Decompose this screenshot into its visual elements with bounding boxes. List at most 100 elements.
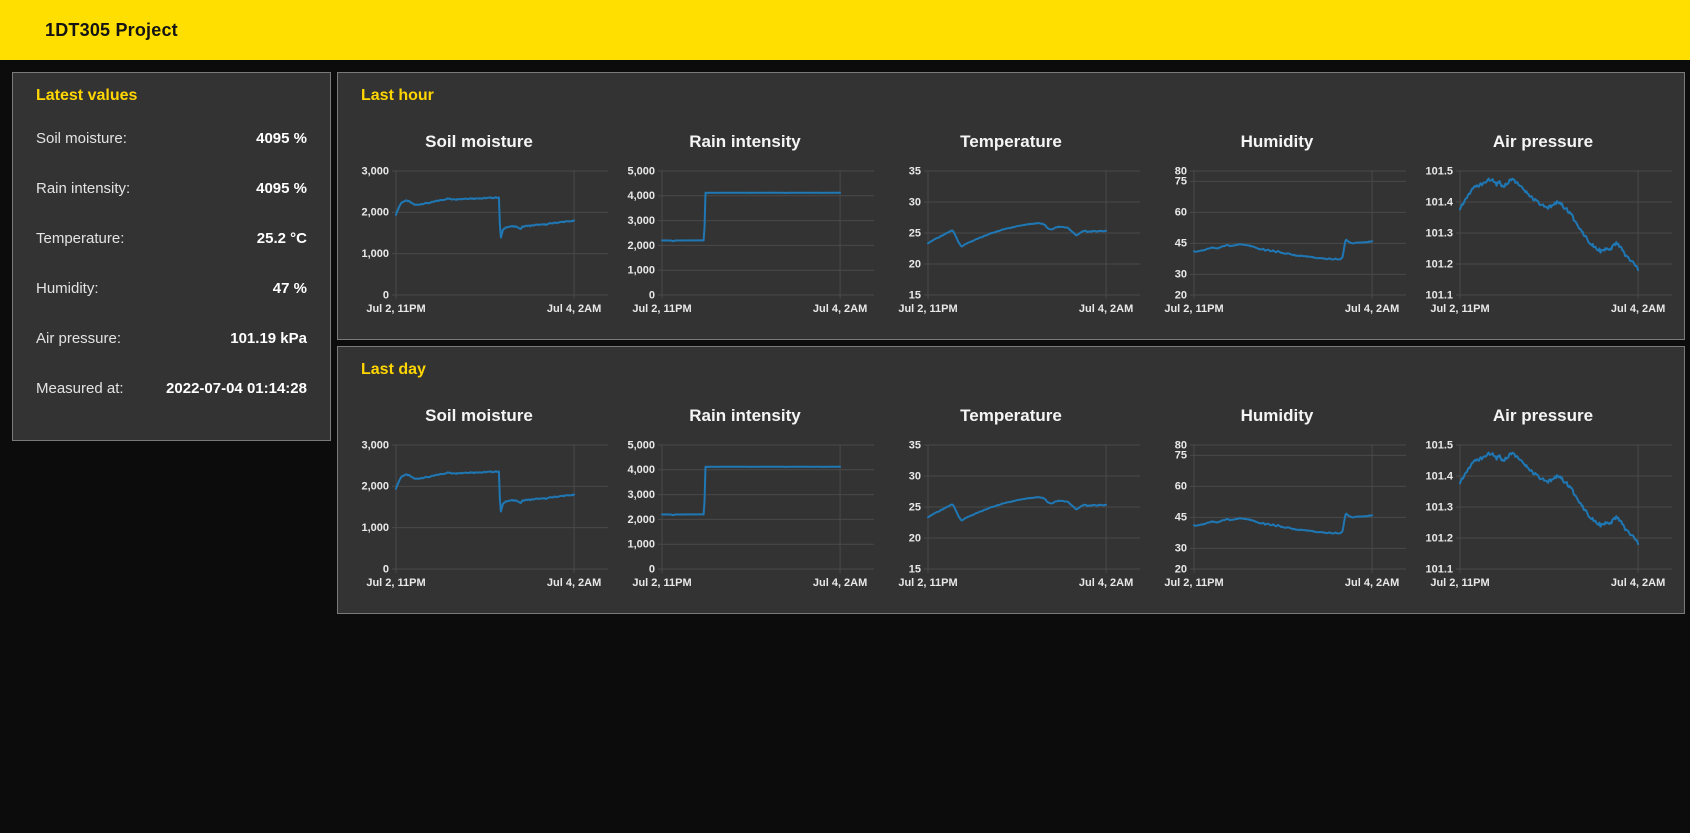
x-tick-label: Jul 4, 2AM bbox=[547, 303, 601, 315]
metric-value: 4095 % bbox=[256, 179, 307, 197]
x-tick-label: Jul 2, 11PM bbox=[1430, 303, 1489, 315]
chart: Rain intensity 5,000 4,000 3,000 2,000 1,000… bbox=[612, 125, 878, 317]
y-tick-label: 75 bbox=[1175, 450, 1187, 462]
chart: Soil moisture 3,000 2,000 1,000 0 Jul 2, 11P… bbox=[346, 125, 612, 317]
axis-labels: 101.5 101.4 101.3 101.2 101.1 Jul 2, 11PM Jul … bbox=[1425, 439, 1665, 589]
x-tick-label: Jul 2, 11PM bbox=[1164, 577, 1223, 589]
y-tick-label: 15 bbox=[909, 289, 921, 301]
y-tick-label: 35 bbox=[909, 439, 921, 451]
x-tick-label: Jul 2, 11PM bbox=[366, 577, 425, 589]
metric-value: 2022-07-04 01:14:28 bbox=[166, 379, 307, 397]
chart-plot: 3,000 2,000 1,000 0 Jul 2, 11PM Jul 4, 2AM bbox=[361, 165, 608, 315]
latest-value-row: Air pressure: 101.19 kPa bbox=[36, 313, 307, 363]
y-tick-label: 75 bbox=[1175, 176, 1187, 188]
y-tick-label: 101.2 bbox=[1425, 258, 1453, 270]
x-tick-label: Jul 4, 2AM bbox=[1345, 303, 1399, 315]
charts-row: Soil moisture 3,000 2,000 1,000 0 Jul 2, 11P… bbox=[338, 125, 1684, 317]
axis-labels: 5,000 4,000 3,000 2,000 1,000 0 Jul 2, 11PM Jul… bbox=[627, 439, 867, 589]
latest-value-row: Humidity: 47 % bbox=[36, 263, 307, 313]
y-tick-label: 2,000 bbox=[627, 240, 655, 252]
y-tick-label: 3,000 bbox=[361, 439, 389, 451]
x-tick-label: Jul 4, 2AM bbox=[1079, 577, 1133, 589]
y-tick-label: 60 bbox=[1175, 481, 1187, 493]
data-line bbox=[927, 222, 1108, 248]
chart-title: Rain intensity bbox=[689, 132, 801, 151]
metric-label: Rain intensity: bbox=[36, 179, 131, 197]
data-line bbox=[1193, 238, 1374, 261]
y-tick-label: 5,000 bbox=[627, 439, 655, 451]
chart-title: Air pressure bbox=[1492, 406, 1594, 425]
x-tick-label: Jul 4, 2AM bbox=[1345, 577, 1399, 589]
y-tick-label: 20 bbox=[909, 532, 921, 544]
chart-title: Air pressure bbox=[1492, 132, 1594, 151]
y-tick-label: 20 bbox=[1175, 563, 1187, 575]
y-tick-label: 4,000 bbox=[627, 464, 655, 476]
data-line bbox=[1193, 512, 1374, 535]
y-tick-label: 2,000 bbox=[627, 514, 655, 526]
section-title: Last day bbox=[361, 361, 426, 378]
y-tick-label: 3,000 bbox=[627, 215, 655, 227]
latest-values-list: Soil moisture: 4095 % Rain intensity: 40… bbox=[13, 105, 330, 413]
chart-title: Soil moisture bbox=[425, 132, 533, 151]
y-tick-label: 20 bbox=[909, 258, 921, 270]
x-tick-label: Jul 2, 11PM bbox=[1164, 303, 1223, 315]
data-line bbox=[1459, 177, 1640, 272]
y-tick-label: 101.4 bbox=[1425, 196, 1453, 208]
axis-labels: 3,000 2,000 1,000 0 Jul 2, 11PM Jul 4, 2AM bbox=[361, 439, 601, 589]
chart: Air pressure 101.5 101.4 101.3 101.2 101.1 Ju… bbox=[1410, 399, 1676, 591]
axis-labels: 35 30 25 20 15 Jul 2, 11PM Jul 4, 2AM bbox=[898, 439, 1133, 589]
y-tick-label: 45 bbox=[1175, 512, 1187, 524]
y-tick-label: 15 bbox=[909, 563, 921, 575]
metric-value: 101.19 kPa bbox=[230, 329, 307, 347]
latest-value-row: Temperature: 25.2 °C bbox=[36, 213, 307, 263]
axis-labels: 35 30 25 20 15 Jul 2, 11PM Jul 4, 2AM bbox=[898, 165, 1133, 315]
chart-title: Humidity bbox=[1240, 132, 1314, 151]
chart: Air pressure 101.5 101.4 101.3 101.2 101.1 Ju… bbox=[1410, 125, 1676, 317]
chart: Temperature 35 30 25 20 15 Jul 2, 11PM Jul 4, … bbox=[878, 125, 1144, 317]
y-tick-label: 101.4 bbox=[1425, 470, 1453, 482]
y-tick-label: 2,000 bbox=[361, 481, 389, 493]
gridlines bbox=[1456, 170, 1672, 299]
chart-plot: 5,000 4,000 3,000 2,000 1,000 0 Jul 2, 11PM Jul… bbox=[627, 165, 874, 315]
latest-value-row: Measured at: 2022-07-04 01:14:28 bbox=[36, 363, 307, 413]
metric-value: 25.2 °C bbox=[256, 229, 307, 247]
data-line bbox=[661, 191, 842, 243]
y-tick-label: 30 bbox=[909, 470, 921, 482]
y-tick-label: 0 bbox=[649, 289, 655, 301]
axis-labels: 3,000 2,000 1,000 0 Jul 2, 11PM Jul 4, 2AM bbox=[361, 165, 601, 315]
y-tick-label: 25 bbox=[909, 501, 921, 513]
y-tick-label: 0 bbox=[383, 563, 389, 575]
chart-section-panel: Last hour Soil moisture 3,000 2,000 1,000 0… bbox=[337, 72, 1685, 340]
x-tick-label: Jul 2, 11PM bbox=[898, 577, 957, 589]
data-line bbox=[1459, 451, 1640, 546]
y-tick-label: 1,000 bbox=[361, 248, 389, 260]
chart-plot: 101.5 101.4 101.3 101.2 101.1 Jul 2, 11PM Jul … bbox=[1425, 439, 1672, 589]
data-line bbox=[395, 470, 576, 513]
gridlines bbox=[658, 170, 874, 299]
x-tick-label: Jul 4, 2AM bbox=[813, 303, 867, 315]
y-tick-label: 30 bbox=[1175, 269, 1187, 281]
x-tick-label: Jul 4, 2AM bbox=[1611, 303, 1665, 315]
chart-plot: 101.5 101.4 101.3 101.2 101.1 Jul 2, 11PM Jul … bbox=[1425, 165, 1672, 315]
y-tick-label: 101.5 bbox=[1425, 165, 1453, 177]
chart-title: Soil moisture bbox=[425, 406, 533, 425]
app-header: 1DT305 Project bbox=[0, 0, 1690, 60]
metric-value: 4095 % bbox=[256, 129, 307, 147]
chart-plot: 5,000 4,000 3,000 2,000 1,000 0 Jul 2, 11PM Jul… bbox=[627, 439, 874, 589]
chart-plot: 3,000 2,000 1,000 0 Jul 2, 11PM Jul 4, 2AM bbox=[361, 439, 608, 589]
y-tick-label: 2,000 bbox=[361, 207, 389, 219]
chart: Temperature 35 30 25 20 15 Jul 2, 11PM Jul 4, … bbox=[878, 399, 1144, 591]
y-tick-label: 101.1 bbox=[1425, 563, 1453, 575]
data-line bbox=[661, 465, 842, 517]
metric-label: Air pressure: bbox=[36, 329, 122, 347]
y-tick-label: 5,000 bbox=[627, 165, 655, 177]
chart-plot: 35 30 25 20 15 Jul 2, 11PM Jul 4, 2AM bbox=[898, 439, 1140, 589]
metric-label: Measured at: bbox=[36, 379, 124, 397]
x-tick-label: Jul 4, 2AM bbox=[1611, 577, 1665, 589]
y-tick-label: 1,000 bbox=[627, 539, 655, 551]
x-tick-label: Jul 2, 11PM bbox=[1430, 577, 1489, 589]
chart: Humidity 80 75 60 45 30 20 Jul 2, 11PM Jul 4, 2… bbox=[1144, 125, 1410, 317]
latest-value-row: Rain intensity: 4095 % bbox=[36, 163, 307, 213]
